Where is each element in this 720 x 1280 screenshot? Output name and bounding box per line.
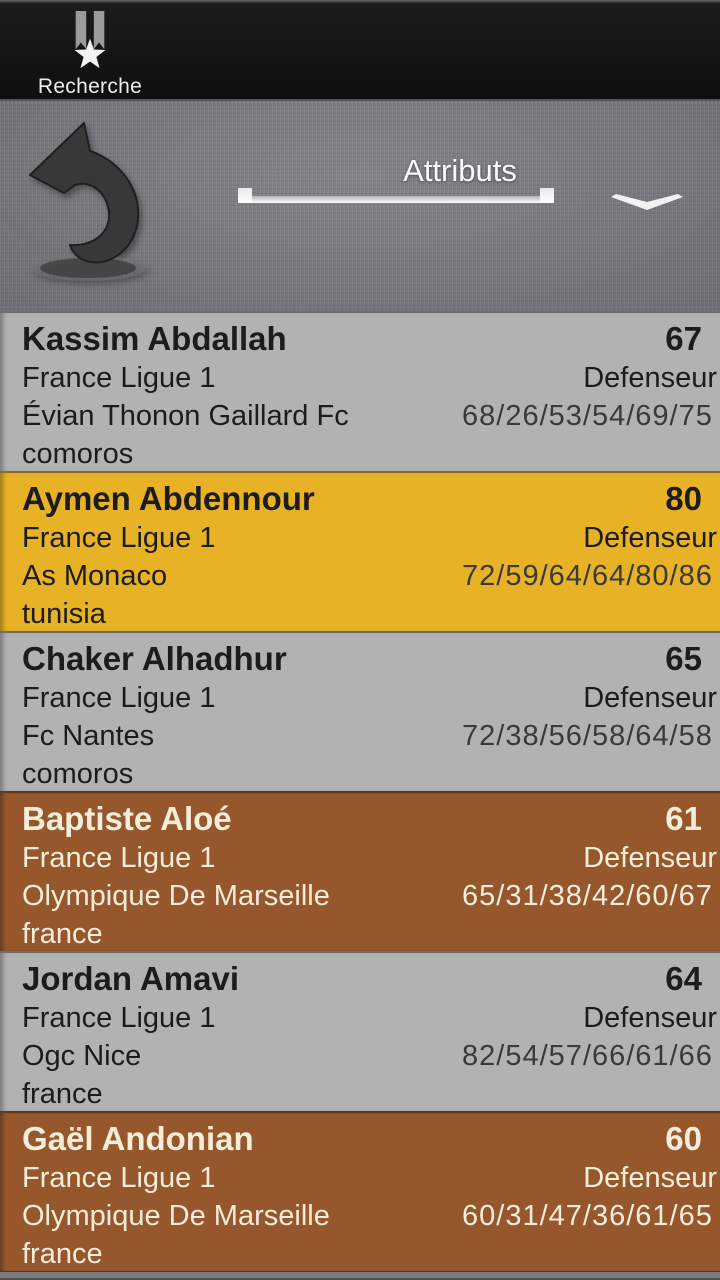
player-row[interactable]: Baptiste Aloé 61 France Ligue 1 Defenseu…	[0, 791, 720, 951]
player-name: Kassim Abdallah	[22, 320, 287, 357]
player-club: Évian Thonon Gaillard Fc	[22, 400, 349, 432]
player-position: Defenseur	[583, 1002, 717, 1034]
back-button[interactable]	[16, 117, 166, 287]
tab-label: Recherche	[37, 75, 143, 98]
player-league: France Ligue 1	[22, 1002, 216, 1034]
player-position: Defenseur	[583, 522, 717, 554]
chevron-down-icon	[611, 194, 683, 210]
back-arrow-icon	[29, 122, 146, 281]
player-name: Aymen Abdennour	[22, 480, 315, 517]
player-name: Chaker Alhadhur	[22, 640, 287, 677]
player-attributes: 68/26/53/54/69/75	[462, 400, 713, 432]
player-rating: 60	[665, 1120, 702, 1157]
player-position: Defenseur	[583, 682, 717, 714]
player-attributes: 72/38/56/58/64/58	[462, 720, 713, 752]
player-league: France Ligue 1	[22, 682, 216, 714]
spinner-title: Attributs	[403, 153, 517, 188]
player-row[interactable]: Gaël Andonian 60 France Ligue 1 Defenseu…	[0, 1111, 720, 1271]
player-position: Defenseur	[583, 842, 717, 874]
player-position: Defenseur	[583, 362, 717, 394]
player-league: France Ligue 1	[22, 362, 216, 394]
status-strip	[0, 0, 720, 3]
player-nation: france	[22, 918, 103, 950]
player-rating: 64	[665, 960, 702, 997]
player-name: Baptiste Aloé	[22, 800, 232, 837]
player-row[interactable]: Aymen Abdennour 80 France Ligue 1 Defens…	[0, 471, 720, 631]
player-name: Jordan Amavi	[22, 960, 240, 997]
player-club: Olympique De Marseille	[22, 1200, 330, 1232]
player-club: As Monaco	[22, 560, 168, 592]
player-nation: france	[22, 1238, 103, 1270]
spinner-underline	[238, 188, 554, 203]
tab-recherche[interactable]: Recherche	[30, 7, 150, 99]
player-club: Ogc Nice	[22, 1040, 142, 1072]
player-rating: 65	[665, 640, 702, 677]
player-row[interactable]: Jordan Amavi 64 France Ligue 1 Defenseur…	[0, 951, 720, 1111]
medal-star-icon	[74, 11, 106, 69]
player-row[interactable]: Kassim Abdallah 67 France Ligue 1 Defens…	[0, 311, 720, 471]
player-position: Defenseur	[583, 1162, 717, 1194]
player-attributes: 82/54/57/66/61/66	[462, 1040, 713, 1072]
player-attributes: 72/59/64/64/80/86	[462, 560, 713, 592]
player-league: France Ligue 1	[22, 1162, 216, 1194]
action-bar: Recherche	[0, 3, 720, 99]
player-league: France Ligue 1	[22, 842, 216, 874]
player-name: Gaël Andonian	[22, 1120, 254, 1157]
player-nation: france	[22, 1078, 103, 1110]
player-rating: 67	[665, 320, 702, 357]
bottom-strip	[0, 1271, 720, 1280]
player-row[interactable]: Chaker Alhadhur 65 France Ligue 1 Defens…	[0, 631, 720, 791]
player-nation: comoros	[22, 758, 134, 790]
player-list: Kassim Abdallah 67 France Ligue 1 Defens…	[0, 311, 720, 1271]
player-rating: 80	[665, 480, 702, 517]
player-attributes: 60/31/47/36/61/65	[462, 1200, 713, 1232]
player-league: France Ligue 1	[22, 522, 216, 554]
player-attributes: 65/31/38/42/60/67	[462, 880, 713, 912]
attributs-spinner[interactable]: Attributs	[230, 141, 700, 231]
player-club: Olympique De Marseille	[22, 880, 330, 912]
player-rating: 61	[665, 800, 702, 837]
header: Attributs	[0, 101, 720, 311]
player-nation: comoros	[22, 438, 134, 470]
player-club: Fc Nantes	[22, 720, 155, 752]
action-bar-divider	[0, 99, 720, 101]
player-nation: tunisia	[22, 598, 106, 630]
